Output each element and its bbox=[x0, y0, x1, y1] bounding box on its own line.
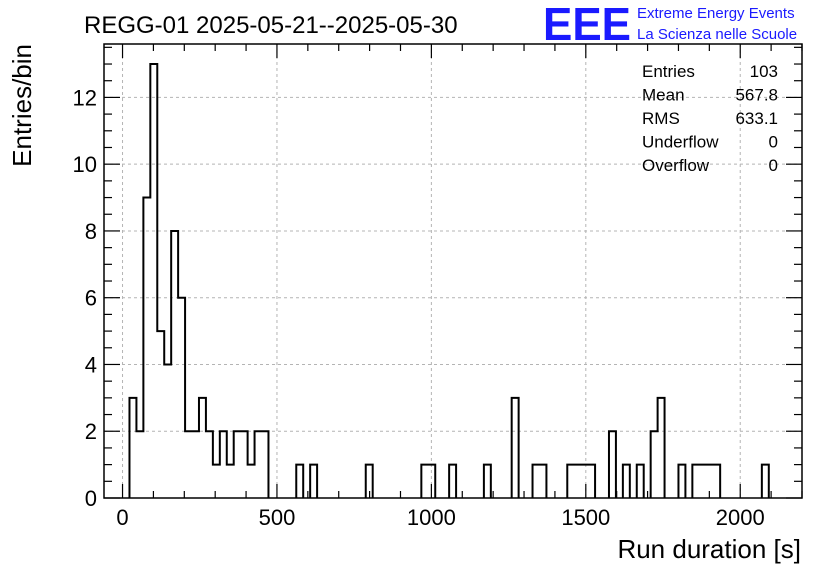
stats-value: 103 bbox=[750, 62, 778, 81]
histogram-bin bbox=[262, 431, 269, 498]
histogram-bin bbox=[623, 465, 630, 498]
histogram-bin bbox=[658, 398, 665, 498]
histogram-bin bbox=[255, 431, 262, 498]
histogram-bin bbox=[762, 465, 769, 498]
x-tick-label: 1000 bbox=[407, 505, 456, 530]
stats-box: Entries 103 Mean 567.8 RMS 633.1 Underflow 0 Ove… bbox=[642, 62, 778, 175]
x-tick-label: 0 bbox=[116, 505, 128, 530]
y-tick-label: 4 bbox=[85, 352, 97, 377]
histogram-bin bbox=[241, 431, 248, 498]
histogram-bin bbox=[699, 465, 706, 498]
histogram-bin bbox=[234, 431, 241, 498]
histogram-bin bbox=[449, 465, 456, 498]
y-tick-label: 8 bbox=[85, 219, 97, 244]
histogram-bin bbox=[164, 364, 171, 498]
chart-title: REGG-01 2025-05-21--2025-05-30 bbox=[84, 12, 458, 39]
histogram-bin bbox=[185, 431, 192, 498]
histogram-bin bbox=[713, 465, 720, 498]
histogram-bin bbox=[150, 64, 157, 498]
stats-value: 0 bbox=[769, 133, 778, 152]
histogram-bin bbox=[129, 398, 136, 498]
plot-frame bbox=[103, 43, 803, 499]
histogram-bin bbox=[567, 465, 574, 498]
histogram-bin bbox=[206, 431, 213, 498]
stats-value: 633.1 bbox=[735, 109, 778, 128]
histogram-bin bbox=[136, 431, 143, 498]
histogram-outline bbox=[128, 63, 770, 498]
grid-lines bbox=[104, 44, 802, 498]
stats-label: Mean bbox=[642, 86, 685, 105]
y-tick-label: 6 bbox=[85, 286, 97, 311]
y-tick-label: 2 bbox=[85, 419, 97, 444]
histogram-bin bbox=[178, 298, 185, 498]
y-axis-label: Entries/bin bbox=[7, 44, 37, 167]
histogram-bin bbox=[588, 465, 595, 498]
histogram-bin bbox=[171, 231, 178, 498]
x-tick-label: 1500 bbox=[561, 505, 610, 530]
histogram-bin bbox=[157, 331, 164, 498]
histogram-bin bbox=[692, 465, 699, 498]
stats-label: RMS bbox=[642, 109, 680, 128]
histogram-bin bbox=[421, 465, 428, 498]
histogram-bin bbox=[651, 431, 658, 498]
histogram-bin bbox=[220, 431, 227, 498]
histogram-bin bbox=[484, 465, 491, 498]
y-tick-label: 0 bbox=[85, 486, 97, 511]
eee-logo: EEE bbox=[543, 0, 631, 50]
stats-label: Entries bbox=[642, 62, 695, 81]
histogram-bin bbox=[296, 465, 303, 498]
axis-ticks bbox=[104, 44, 803, 499]
histogram-bin bbox=[533, 465, 540, 498]
x-tick-label: 2000 bbox=[716, 505, 765, 530]
x-axis-label: Run duration [s] bbox=[617, 534, 801, 564]
stats-value: 0 bbox=[769, 156, 778, 175]
stats-label: Overflow bbox=[642, 156, 710, 175]
y-tick-label: 12 bbox=[73, 85, 97, 110]
histogram-bin bbox=[213, 465, 220, 498]
x-tick-label: 500 bbox=[259, 505, 296, 530]
histogram-bin bbox=[678, 465, 685, 498]
histogram-bin bbox=[609, 431, 616, 498]
histogram-bin bbox=[581, 465, 588, 498]
stats-label: Underflow bbox=[642, 133, 719, 152]
histogram-bin bbox=[227, 465, 234, 498]
histogram-bins bbox=[128, 63, 770, 498]
logo-line2: La Scienza nelle Scuole bbox=[637, 26, 797, 43]
histogram-bin bbox=[248, 465, 255, 498]
logo-line1: Extreme Energy Events bbox=[637, 5, 795, 22]
stats-value: 567.8 bbox=[735, 86, 778, 105]
histogram-bin bbox=[310, 465, 317, 498]
histogram-bin bbox=[574, 465, 581, 498]
histogram-bin bbox=[512, 398, 519, 498]
histogram-bin bbox=[199, 398, 206, 498]
histogram-bin bbox=[192, 431, 199, 498]
histogram-bin bbox=[143, 198, 150, 498]
histogram-bin bbox=[539, 465, 546, 498]
histogram-bin bbox=[637, 465, 644, 498]
y-tick-label: 10 bbox=[73, 152, 97, 177]
tick-labels: 0 500 1000 1500 2000 0 2 4 6 8 10 12 bbox=[73, 85, 765, 530]
